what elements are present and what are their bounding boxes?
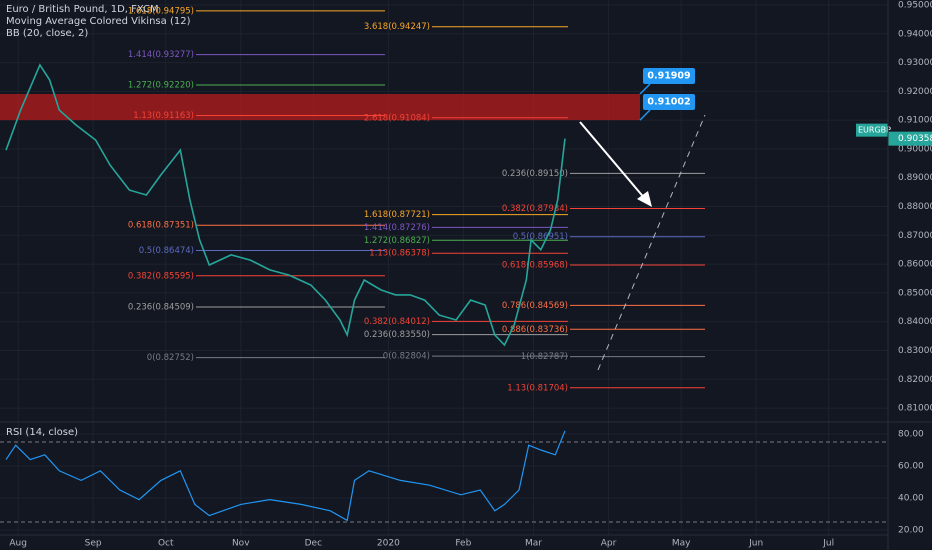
fib-label: 0.886(0.83736) — [502, 325, 568, 335]
y-tick-label: 0.88000 — [898, 202, 932, 212]
callout-label: 0.91909 — [647, 71, 690, 82]
callout-pointer — [639, 83, 651, 95]
rsi-tick-label: 60.00 — [898, 462, 924, 472]
y-tick-label: 0.92000 — [898, 87, 932, 97]
fib-label: 0.382(0.85595) — [128, 271, 194, 281]
x-tick-label: Sep — [85, 539, 102, 549]
fib-label: 1.618(0.94795) — [128, 6, 194, 16]
fib-label: 2.618(0.91084) — [364, 113, 430, 123]
y-tick-label: 0.89000 — [898, 173, 932, 183]
y-tick-label: 0.86000 — [898, 260, 932, 270]
chart-title: Euro / British Pound, 1D, FXCM — [6, 4, 159, 15]
grid — [0, 0, 888, 535]
callout-box — [643, 94, 695, 110]
fib-label: 0.618(0.87351) — [128, 221, 194, 231]
rsi-tick-label: 40.00 — [898, 494, 924, 504]
x-tick-label: Feb — [455, 539, 471, 549]
y-tick-label: 0.85000 — [898, 288, 932, 298]
x-tick-label: Dec — [305, 539, 322, 549]
rsi-tick-label: 80.00 — [898, 430, 924, 440]
x-tick-label: May — [672, 539, 691, 549]
arrow-head — [637, 191, 652, 207]
price-line — [5, 63, 566, 347]
fib-label: 1.414(0.93277) — [128, 50, 194, 60]
y-tick-label: 0.83000 — [898, 346, 932, 356]
x-tick-label: 2020 — [377, 539, 400, 549]
price-tag — [856, 123, 888, 137]
last-price: 0.90358 — [898, 134, 932, 144]
fib-label: 0.382(0.87934) — [502, 204, 568, 214]
fib-label: 0.382(0.84012) — [364, 317, 430, 327]
price-tag — [888, 131, 932, 146]
y-tick-label: 0.81000 — [898, 404, 932, 414]
fib-label: 1.272(0.92220) — [128, 81, 194, 91]
forecast-arrow — [579, 121, 647, 201]
x-tick-label: Jun — [748, 539, 763, 549]
trend-line — [597, 114, 706, 371]
callout-label: 0.91002 — [647, 97, 690, 108]
fib-label: 0.5(0.86951) — [513, 232, 568, 242]
x-tick-label: Aug — [9, 539, 27, 549]
y-tick-label: 0.90000 — [898, 144, 932, 154]
rsi-tick-label: 20.00 — [898, 526, 924, 536]
y-tick-label: 0.82000 — [898, 375, 932, 385]
callout-box — [643, 68, 695, 84]
indicator-label: Moving Average Colored Vikinsa (12) — [6, 16, 191, 27]
rsi-line — [5, 430, 566, 522]
fib-label: 0(0.82804) — [383, 352, 430, 362]
y-tick-label: 0.95000 — [898, 1, 932, 11]
fib-label: 0.236(0.84509) — [128, 303, 194, 313]
y-tick-label: 0.87000 — [898, 231, 932, 241]
y-tick-label: 0.91000 — [898, 116, 932, 126]
rsi-title: RSI (14, close) — [6, 427, 78, 438]
fib-label: 0.786(0.84569) — [502, 301, 568, 311]
fib-label: 1.618(0.87721) — [364, 210, 430, 220]
fib-label: 0.236(0.83550) — [364, 330, 430, 340]
supply-zone — [0, 93, 640, 121]
fib-label: 3.618(0.94247) — [364, 22, 430, 32]
x-tick-label: Oct — [158, 539, 174, 549]
y-tick-label: 0.84000 — [898, 317, 932, 327]
y-tick-label: 0.93000 — [898, 58, 932, 68]
fib-label: 0(0.82752) — [147, 353, 194, 363]
fib-label: 1.414(0.87276) — [364, 223, 430, 233]
indicator-label: BB (20, close, 2) — [6, 28, 88, 39]
symbol-tag: EURGBP — [858, 126, 891, 135]
fib-label: 0.618(0.85968) — [502, 261, 568, 271]
fib-label: 1.13(0.86378) — [369, 249, 430, 259]
x-tick-label: Apr — [601, 539, 617, 549]
fib-label: 1.272(0.86827) — [364, 236, 430, 246]
fib-label: 0.5(0.86474) — [139, 246, 194, 256]
fib-label: 1(0.82787) — [521, 352, 568, 362]
callout-pointer — [639, 109, 651, 121]
fib-label: 1.13(0.81704) — [507, 383, 568, 393]
x-tick-label: Mar — [525, 539, 542, 549]
y-tick-label: 0.94000 — [898, 29, 932, 39]
x-tick-label: Nov — [232, 539, 250, 549]
fib-label: 0.236(0.89150) — [502, 169, 568, 179]
x-tick-label: Jul — [822, 539, 834, 549]
fib-label: 1.13(0.91163) — [133, 111, 194, 121]
